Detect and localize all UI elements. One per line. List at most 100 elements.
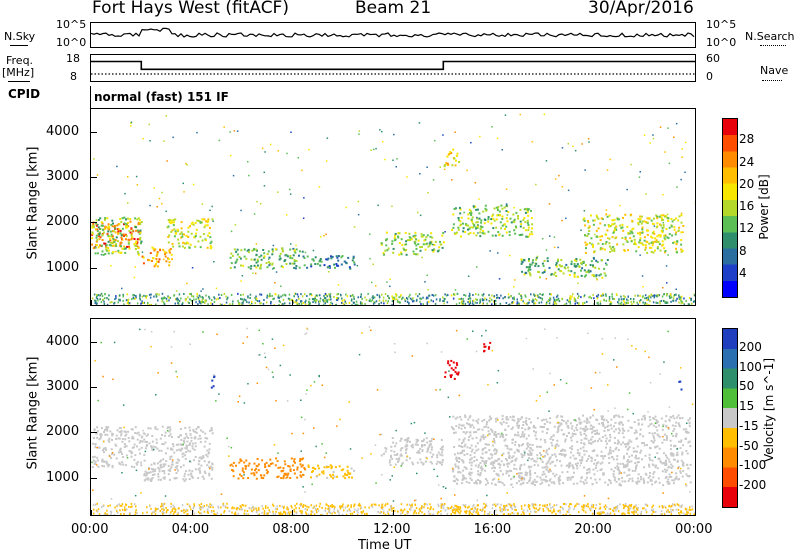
noise-panel [90, 22, 696, 48]
noise-right-tick-top: 10^5 [706, 18, 737, 31]
power-cb-tick-0: 28 [739, 132, 755, 147]
power-ytick-1000: 1000 [46, 259, 80, 275]
velocity-ytick-1000: 1000 [46, 469, 80, 485]
velocity-speckle [91, 326, 694, 502]
power-cb-tick-4: 12 [739, 221, 755, 236]
velocity-cb-tick-3: 15 [739, 399, 755, 414]
velocity-ytick-mark-4000 [91, 341, 97, 343]
noise-right-underline [760, 45, 786, 46]
power-xtick-mark-0 [91, 300, 92, 306]
noise-left-underline [10, 45, 28, 46]
power-ytick-mark-4000 [91, 131, 97, 133]
velocity-cb-tick-1: 100 [739, 359, 762, 374]
velocity-ytick-mark-2000 [91, 432, 97, 434]
velocity-cb-tick-7: -200 [739, 478, 767, 493]
noise-trace [91, 27, 695, 38]
velocity-ytick-mark-3000 [91, 387, 97, 389]
power-xtick-mark-6 [695, 300, 696, 306]
velocity-cb-tick-0: 200 [739, 339, 762, 354]
power-blob-9 [520, 256, 609, 279]
power-cb-tick-2: 20 [739, 176, 755, 191]
cpid-label: CPID [8, 87, 41, 101]
velocity-xtick-mark-5 [594, 510, 596, 516]
power-cb-tick-1: 24 [739, 154, 755, 169]
velocity-blob-8 [450, 414, 692, 487]
velocity-blob-5 [380, 437, 444, 467]
power-xtick-mark-1 [191, 300, 193, 306]
power-panel [90, 108, 696, 306]
power-cb-tick-6: 4 [739, 265, 747, 280]
velocity-ground-scatter [92, 502, 695, 515]
freq-right-tick-bottom: 0 [706, 70, 713, 83]
power-xtick-mark-4 [493, 300, 495, 306]
velocity-xtick-mark-0 [91, 510, 92, 516]
power-blob-10 [582, 213, 685, 254]
velocity-plot [91, 326, 695, 515]
freq-label-top: Freq. [6, 54, 34, 67]
power-blob-8 [451, 204, 534, 238]
velocity-xtick-mark-2 [292, 510, 294, 516]
velocity-blob-1 [141, 425, 214, 482]
velocity-ytick-2000: 2000 [46, 424, 80, 440]
noise-right-tick-bottom: 10^0 [706, 36, 737, 49]
date-title: 30/Apr/2016 [588, 0, 694, 18]
power-cb-tick-3: 16 [739, 199, 755, 213]
velocity-blob-7 [483, 341, 492, 353]
freq-panel [90, 54, 696, 82]
noise-right-label: N.Search [745, 30, 795, 43]
freq-right-tick-top: 60 [706, 52, 720, 65]
velocity-ytick-4000: 4000 [46, 333, 80, 349]
power-blob-2 [141, 246, 174, 268]
nave-underline [762, 80, 782, 81]
power-cb-tick-5: 8 [739, 243, 747, 258]
noise-left-tick-bottom: 10^0 [56, 36, 87, 49]
power-blob-7 [443, 148, 461, 168]
x-tick-6: 00:00 [675, 522, 713, 537]
power-xtick-mark-3 [393, 300, 394, 306]
x-tick-0: 00:00 [71, 522, 109, 537]
nave-label: Nave [760, 64, 789, 77]
x-tick-4: 16:00 [473, 522, 512, 537]
power-ytick-mark-2000 [91, 222, 97, 224]
x-tick-2: 08:00 [272, 522, 310, 537]
power-xtick-mark-5 [594, 300, 596, 306]
power-blob-6 [380, 231, 445, 256]
velocity-xtick-mark-4 [493, 510, 495, 516]
x-tick-5: 20:00 [574, 522, 612, 537]
velocity-colorbar [722, 328, 738, 508]
power-ylabel: Slant Range [km] [25, 146, 41, 260]
velocity-panel [90, 318, 696, 516]
velocity-xtick-mark-1 [191, 510, 193, 516]
velocity-blob-4 [307, 464, 356, 480]
velocity-blob-0 [91, 426, 144, 469]
power-ytick-mark-3000 [91, 177, 97, 179]
x-tick-1: 04:00 [171, 522, 210, 537]
velocity-ytick-3000: 3000 [46, 379, 80, 395]
power-ytick-2000: 2000 [46, 214, 80, 230]
power-blob-3 [166, 218, 214, 250]
velocity-cb-tick-5: -50 [739, 438, 759, 453]
power-colorbar [722, 118, 738, 298]
power-ytick-3000: 3000 [46, 169, 80, 185]
cpid-text: normal (fast) 151 IF [94, 90, 229, 104]
freq-label-unit: [MHz] [2, 66, 35, 79]
freq-label-underline [8, 81, 30, 82]
power-speckle [93, 113, 695, 292]
velocity-ytick-mark-1000 [91, 477, 97, 479]
power-plot [91, 113, 695, 305]
velocity-xtick-mark-3 [393, 510, 394, 516]
noise-left-label: N.Sky [4, 30, 36, 43]
velocity-blob-6 [444, 359, 460, 380]
station-title: Fort Hays West (fitACF) [92, 0, 289, 18]
power-ytick-mark-1000 [91, 267, 97, 269]
x-axis-label: Time UT [358, 538, 412, 553]
freq-left-tick-top: 18 [66, 52, 80, 65]
velocity-cb-tick-4: -15 [739, 418, 759, 433]
velocity-colorbar-label: Velocity [m s^-1] [762, 357, 776, 462]
noise-left-tick-top: 10^5 [56, 18, 87, 31]
power-blob-4 [229, 247, 306, 270]
power-colorbar-label: Power [dB] [757, 174, 771, 240]
velocity-ylabel: Slant Range [km] [25, 356, 41, 470]
beam-title: Beam 21 [355, 0, 432, 18]
power-ground-scatter [91, 292, 695, 305]
